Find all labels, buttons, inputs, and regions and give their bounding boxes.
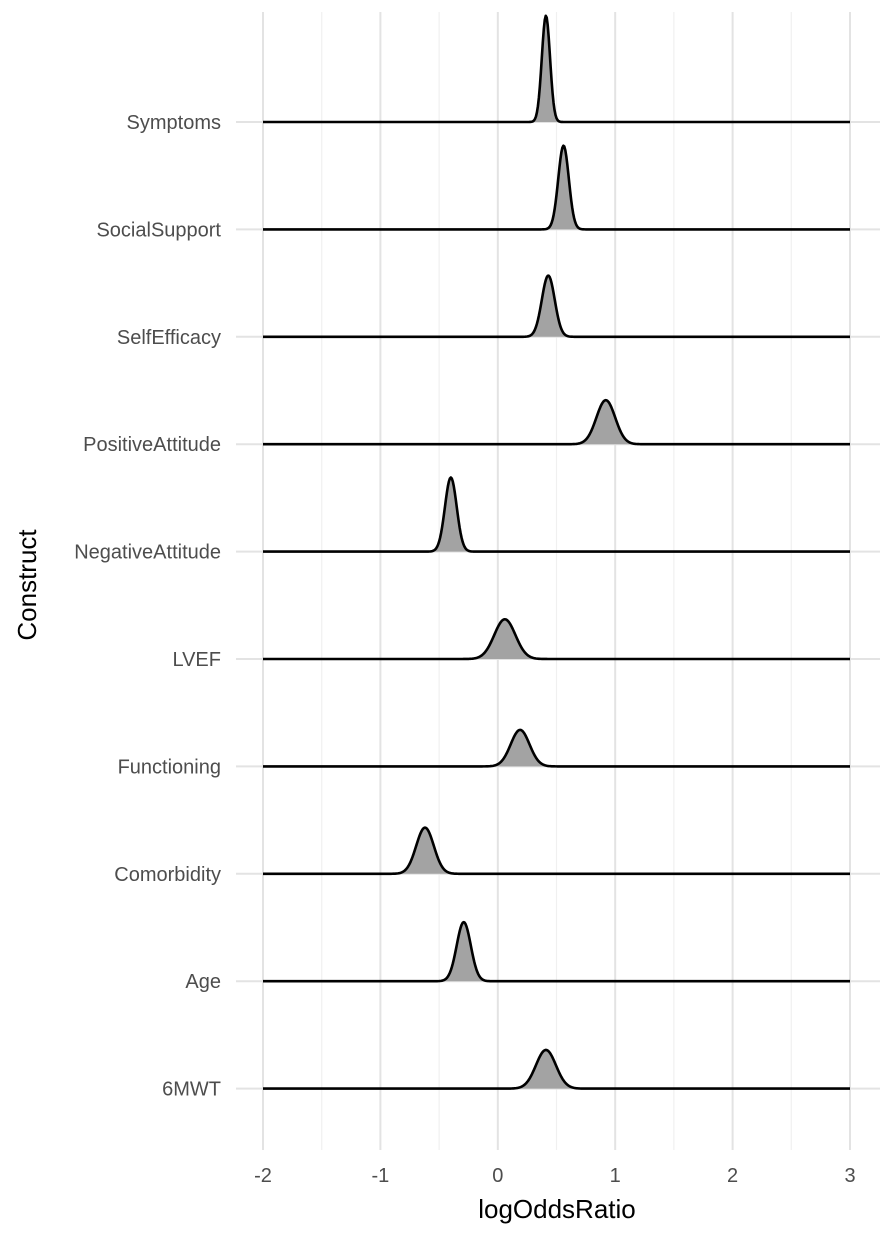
ridge-outline [262, 617, 851, 661]
ridge-fill [263, 275, 850, 337]
y-tick-label: Symptoms [127, 112, 221, 134]
ridge-NegativeAttitude [262, 476, 851, 553]
x-tick-label: -2 [254, 1165, 272, 1187]
ridge-SelfEfficacy [262, 274, 851, 339]
ridges [262, 14, 851, 1090]
ridge-6MWT [262, 1048, 851, 1090]
x-tick-label: 3 [844, 1165, 855, 1187]
ridge-outline [262, 144, 851, 231]
ridge-outline [262, 398, 851, 446]
x-tick-label: -1 [372, 1165, 390, 1187]
x-axis-title: logOddsRatio [478, 1194, 636, 1224]
ridge-outline [262, 728, 851, 768]
y-tick-label: LVEF [172, 649, 221, 671]
ridge-outline [262, 1048, 851, 1090]
y-tick-label: Comorbidity [114, 864, 221, 886]
y-tick-label: 6MWT [162, 1079, 221, 1101]
ridge-Functioning [262, 728, 851, 768]
x-tick-label: 0 [492, 1165, 503, 1187]
x-tick-label: 2 [727, 1165, 738, 1187]
x-tick-label: 1 [610, 1165, 621, 1187]
y-axis-title: Construct [12, 529, 42, 641]
y-tick-label: Functioning [118, 756, 221, 778]
ridge-outline [262, 14, 851, 124]
ridge-LVEF [262, 617, 851, 661]
ridge-outline [262, 274, 851, 339]
y-tick-label: NegativeAttitude [74, 542, 221, 564]
y-tick-label: SocialSupport [96, 219, 221, 241]
ridge-Symptoms [262, 14, 851, 124]
ridge-SocialSupport [262, 144, 851, 231]
x-tick-labels: -2 -1 0 1 2 3 [254, 1165, 855, 1187]
ridge-Age [262, 920, 851, 983]
ridge-PositiveAttitude [262, 398, 851, 446]
ridge-Comorbidity [262, 826, 851, 876]
ridge-outline [262, 476, 851, 553]
y-tick-label: SelfEfficacy [117, 327, 221, 349]
ridge-outline [262, 920, 851, 983]
y-tick-label: Age [185, 971, 221, 993]
y-tick-labels: Symptoms SocialSupport SelfEfficacy Positiv… [74, 112, 221, 1101]
ridge-outline [262, 826, 851, 876]
ridge-fill [263, 145, 850, 230]
y-tick-label: PositiveAttitude [83, 434, 221, 456]
